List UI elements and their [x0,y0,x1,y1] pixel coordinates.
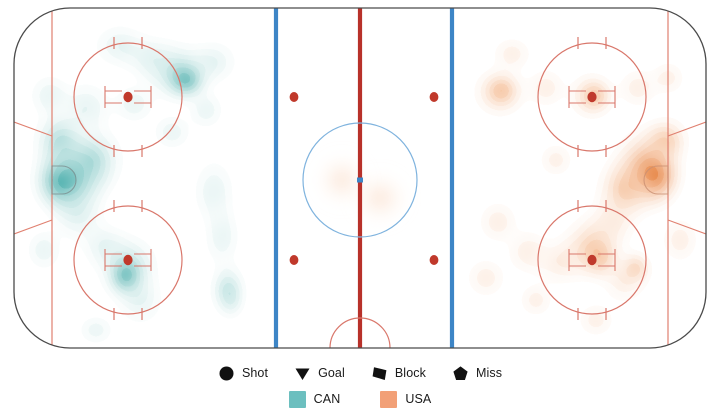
legend-label-shot: Shot [241,366,269,380]
rink-boundary [13,7,707,349]
legend-item-can: CAN [288,390,341,408]
legend-label-usa: USA [405,392,432,406]
referee-crease [329,317,391,348]
legend-label-can: CAN [313,392,341,406]
triangle-down-marker-icon [295,368,310,380]
can-density [22,18,250,348]
trapezoid-line-right-bottom [667,219,706,235]
goal-crease-right [643,165,669,195]
density-layer [22,18,704,348]
circle-marker-icon [219,366,234,380]
legend-item-goal: Goal [294,365,345,382]
usa-color-swatch [380,390,398,408]
legend-label-goal: Goal [318,366,345,380]
rink-markings [14,8,706,348]
neutral-dot-bottom-right [429,255,439,265]
faceoff-circle-left-top [73,37,183,157]
neutral-dot-top-right [429,92,439,102]
goal-crease-left [51,165,77,195]
center-faceoff-dot [357,177,363,183]
center-ice-density [312,150,412,228]
rotated-square-marker-icon [372,366,387,380]
legend-item-shot: Shot [218,365,268,382]
faceoff-circle-right-top [537,37,647,157]
neutral-dot-bottom-left [289,255,299,265]
legend-label-miss: Miss [475,366,503,380]
legend-teams: CAN USA [0,388,720,410]
usa-density [460,32,704,342]
pentagon-marker-icon [453,365,468,380]
trapezoid-line-left-top [14,121,53,137]
neutral-dot-top-left [289,92,299,102]
legend-item-block: Block [371,365,426,382]
center-circle [302,122,418,238]
legend-event-markers: Shot Goal Block Miss [0,362,720,384]
legend-item-miss: Miss [452,365,502,382]
faceoff-circle-right-bottom [537,200,647,320]
can-color-swatch [288,390,306,408]
faceoff-circle-left-bottom [73,200,183,320]
legend-item-usa: USA [380,390,432,408]
trapezoid-line-right-top [667,121,706,137]
legend-label-block: Block [394,366,426,380]
trapezoid-line-left-bottom [14,219,53,235]
